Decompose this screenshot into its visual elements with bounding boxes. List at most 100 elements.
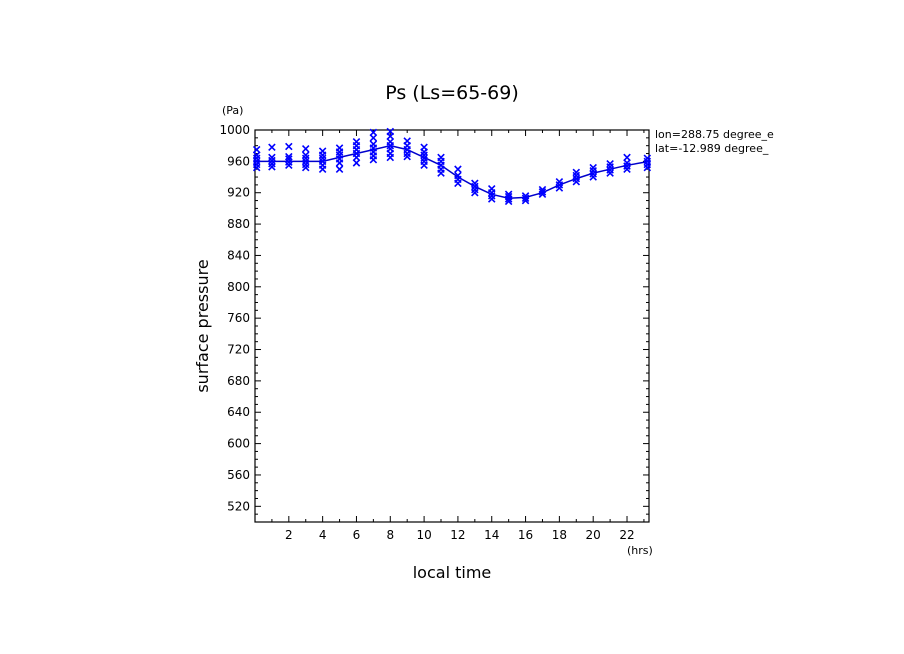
x-tick-label: 6 [353, 528, 361, 542]
data-point-marker [352, 159, 361, 167]
x-tick-label: 14 [484, 528, 499, 542]
data-point-marker [386, 137, 395, 146]
x-axis-label: local time [413, 563, 492, 582]
marker-stroke [454, 171, 462, 180]
x-tick-label: 18 [552, 528, 567, 542]
marker-stroke [369, 140, 378, 148]
data-point-marker [285, 142, 293, 151]
plot-frame [254, 129, 650, 523]
x-tick-label: 16 [518, 528, 533, 542]
y-tick-label: 520 [227, 499, 250, 513]
data-point-marker [268, 153, 276, 162]
data-point-marker [369, 134, 378, 142]
marker-stroke [268, 143, 276, 152]
x-tick-label: 20 [586, 528, 601, 542]
y-tick-label: 840 [227, 248, 250, 262]
data-point-marker [521, 194, 530, 202]
marker-stroke [301, 145, 310, 153]
marker-stroke [252, 151, 261, 159]
data-point-marker [318, 147, 327, 155]
data-point-marker [572, 168, 581, 177]
marker-stroke [471, 179, 479, 188]
marker-stroke [572, 168, 581, 177]
annotation-lon: lon=288.75 degree_e [655, 129, 774, 141]
data-point-marker [369, 140, 378, 148]
data-point-marker [606, 159, 614, 168]
data-point-marker [454, 171, 462, 180]
marker-stroke [437, 153, 445, 162]
data-point-marker [386, 127, 395, 136]
marker-stroke [504, 192, 513, 201]
data-point-marker [301, 151, 310, 159]
marker-stroke [386, 137, 395, 146]
data-point-marker [352, 137, 361, 146]
data-point-marker [268, 143, 276, 152]
data-point-marker [252, 151, 261, 159]
data-point-marker [538, 188, 547, 196]
data-point-marker [454, 165, 462, 173]
marker-stroke [352, 137, 361, 146]
data-point-marker [335, 165, 344, 173]
marker-stroke [285, 142, 293, 151]
marker-stroke [589, 163, 597, 172]
data-point-marker [369, 128, 378, 137]
y-unit-label: (Pa) [222, 104, 243, 117]
marker-stroke [555, 177, 564, 186]
data-point-marker [252, 145, 261, 154]
data-point-marker [623, 159, 631, 167]
x-tick-label: 8 [386, 528, 394, 542]
axes: 520 560 600 640 680 720 760 800 840 880 920 960 1000… [219, 123, 650, 542]
data-point-marker [504, 192, 513, 201]
marker-stroke [386, 127, 395, 136]
data-point-marker [471, 179, 479, 188]
marker-stroke [454, 165, 462, 173]
data-point-marker [301, 145, 310, 153]
data-point-marker [487, 185, 496, 193]
marker-stroke [538, 185, 547, 194]
marker-stroke [487, 185, 496, 193]
marker-stroke [335, 165, 344, 173]
y-tick-label: 680 [227, 374, 250, 388]
marker-stroke [285, 155, 293, 163]
data-point-marker [420, 143, 428, 152]
data-point-marker [589, 163, 597, 172]
marker-stroke [268, 153, 276, 162]
x-tick-label: 4 [319, 528, 327, 542]
data-point-marker [285, 152, 293, 161]
x-tick-label: 10 [416, 528, 431, 542]
y-tick-label: 720 [227, 343, 250, 357]
marker-stroke [369, 128, 378, 137]
marker-stroke [285, 152, 293, 161]
data-point-marker [285, 155, 293, 163]
marker-stroke [352, 159, 361, 167]
marker-stroke [521, 192, 530, 200]
data-point-marker [437, 153, 445, 162]
marker-stroke [504, 190, 513, 199]
y-tick-label: 640 [227, 405, 250, 419]
data-point-marker [555, 177, 564, 186]
data-point-marker [643, 154, 652, 162]
y-axis-label: surface pressure [193, 259, 212, 392]
annotation-lat: lat=-12.989 degree_ [655, 143, 769, 155]
marker-stroke [318, 147, 327, 155]
x-tick-label: 2 [285, 528, 293, 542]
marker-stroke [521, 194, 530, 202]
data-point-marker [335, 144, 344, 152]
marker-stroke [252, 145, 261, 154]
marker-stroke [538, 188, 547, 196]
marker-stroke [420, 143, 428, 152]
marker-stroke [623, 159, 631, 167]
plot-area [252, 127, 652, 206]
marker-stroke [335, 144, 344, 152]
data-point-marker [538, 185, 547, 194]
data-point-marker [521, 192, 530, 200]
y-tick-label: 920 [227, 186, 250, 200]
chart-title: Ps (Ls=65-69) [385, 82, 519, 104]
y-tick-label: 600 [227, 437, 250, 451]
y-tick-label: 1000 [219, 123, 250, 137]
mean-pressure-line [255, 144, 650, 199]
x-unit-label: (hrs) [627, 544, 653, 557]
y-tick-label: 960 [227, 154, 250, 168]
y-tick-label: 880 [227, 217, 250, 231]
